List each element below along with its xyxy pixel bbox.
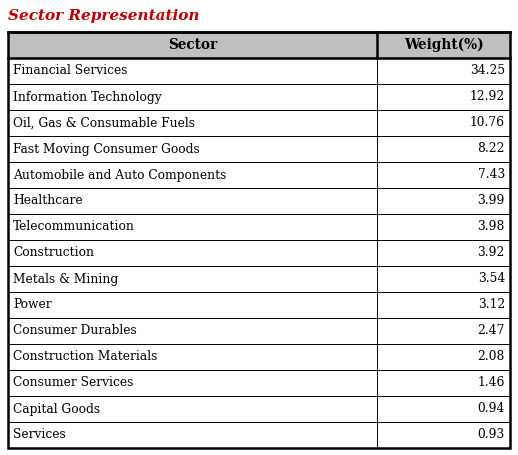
Text: Oil, Gas & Consumable Fuels: Oil, Gas & Consumable Fuels: [13, 116, 195, 130]
Bar: [8, 162, 510, 188]
Text: 3.99: 3.99: [478, 194, 505, 207]
Text: Construction Materials: Construction Materials: [13, 350, 157, 364]
Text: Power: Power: [13, 298, 52, 312]
Text: 0.94: 0.94: [478, 403, 505, 415]
Text: Consumer Services: Consumer Services: [13, 376, 133, 389]
Bar: [8, 344, 510, 370]
Text: Sector: Sector: [168, 38, 217, 52]
Text: 3.92: 3.92: [478, 247, 505, 259]
Text: 34.25: 34.25: [470, 65, 505, 77]
Text: 1.46: 1.46: [478, 376, 505, 389]
Bar: [8, 370, 510, 396]
Text: Financial Services: Financial Services: [13, 65, 127, 77]
Bar: [8, 318, 510, 344]
Text: Services: Services: [13, 429, 66, 441]
Text: Information Technology: Information Technology: [13, 91, 162, 103]
Text: 10.76: 10.76: [470, 116, 505, 130]
Text: Sector Representation: Sector Representation: [8, 9, 199, 23]
Bar: [8, 266, 510, 292]
Text: Consumer Durables: Consumer Durables: [13, 324, 137, 338]
Bar: [8, 240, 510, 266]
Text: Automobile and Auto Components: Automobile and Auto Components: [13, 168, 226, 182]
Bar: [8, 214, 510, 240]
Bar: [8, 188, 510, 214]
Text: Healthcare: Healthcare: [13, 194, 83, 207]
Bar: [8, 58, 510, 84]
Text: 2.47: 2.47: [478, 324, 505, 338]
Bar: [8, 292, 510, 318]
Text: Metals & Mining: Metals & Mining: [13, 273, 118, 285]
Text: Capital Goods: Capital Goods: [13, 403, 100, 415]
Text: 8.22: 8.22: [478, 142, 505, 156]
Text: 3.12: 3.12: [478, 298, 505, 312]
Text: Telecommunication: Telecommunication: [13, 221, 135, 233]
Text: 3.54: 3.54: [478, 273, 505, 285]
Text: Fast Moving Consumer Goods: Fast Moving Consumer Goods: [13, 142, 200, 156]
Text: Weight(%): Weight(%): [404, 38, 483, 52]
Text: 2.08: 2.08: [478, 350, 505, 364]
Bar: [8, 110, 510, 136]
Bar: [8, 84, 510, 110]
Text: Construction: Construction: [13, 247, 94, 259]
Bar: [8, 396, 510, 422]
Text: 7.43: 7.43: [478, 168, 505, 182]
Bar: [8, 136, 510, 162]
Text: 0.93: 0.93: [478, 429, 505, 441]
Bar: [8, 32, 510, 58]
Bar: [8, 422, 510, 448]
Text: 12.92: 12.92: [470, 91, 505, 103]
Text: 3.98: 3.98: [478, 221, 505, 233]
